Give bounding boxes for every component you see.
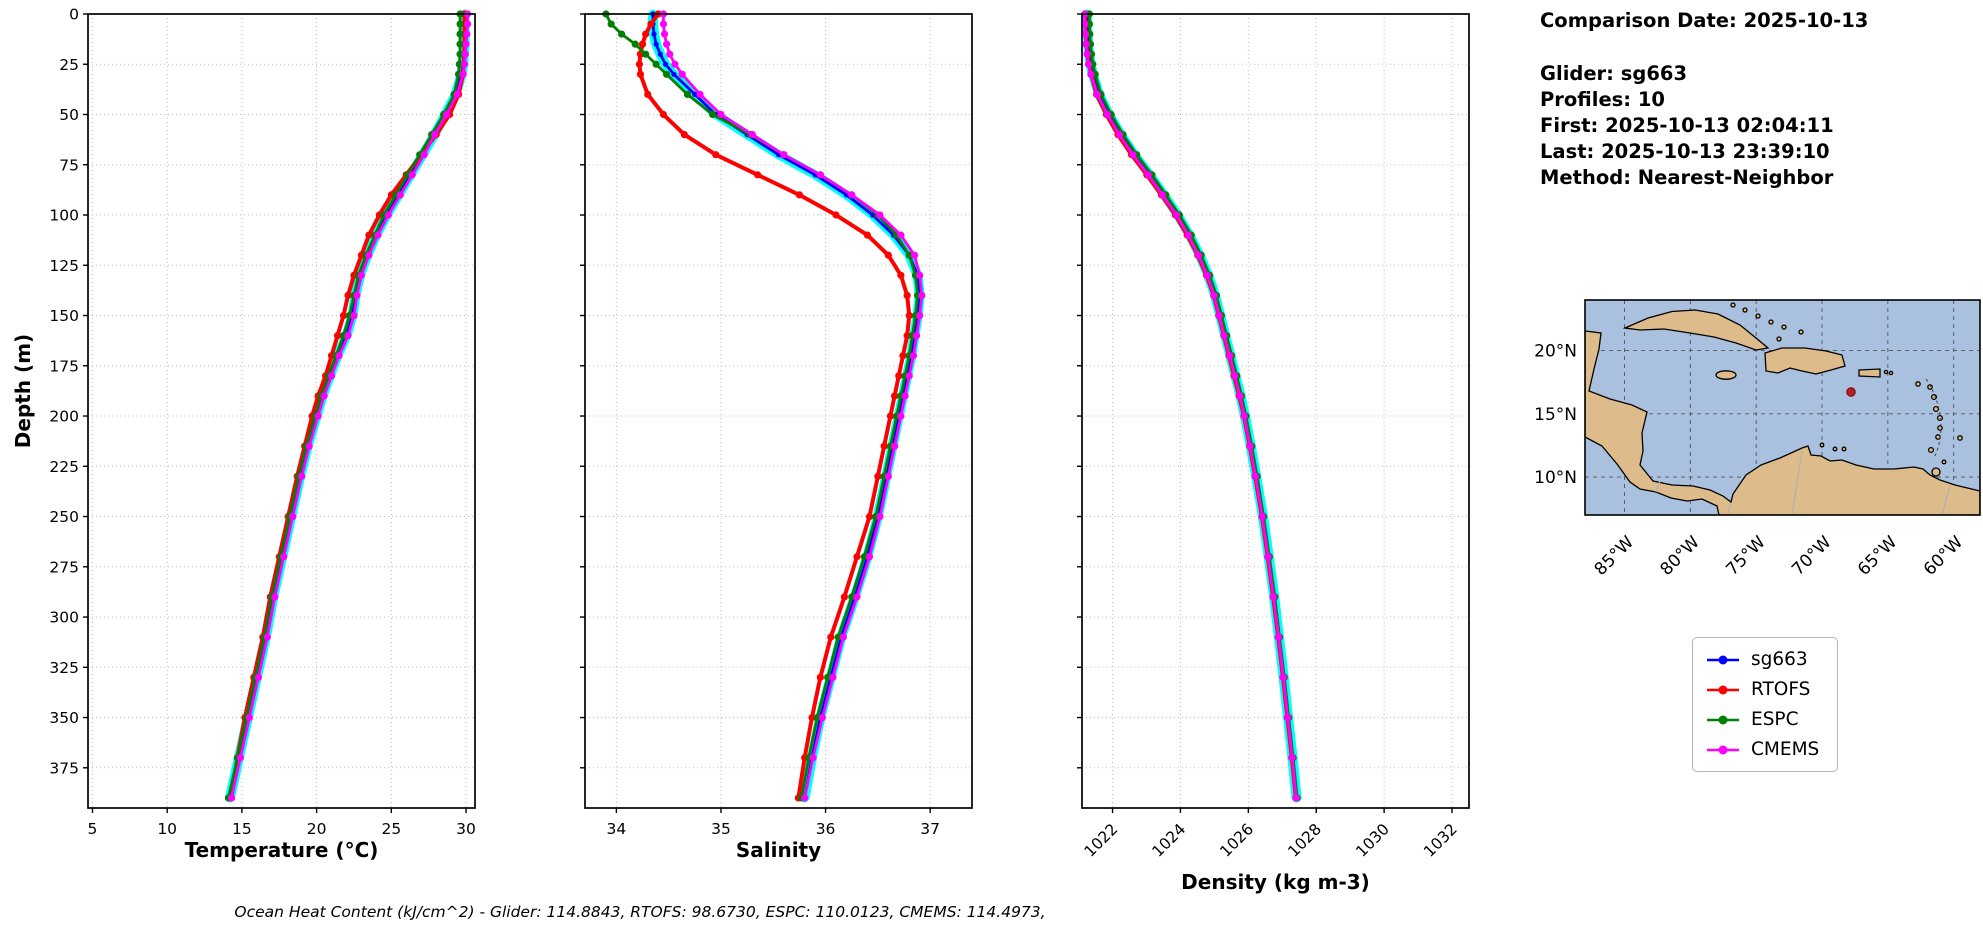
svg-text:1032: 1032	[1420, 820, 1461, 861]
legend-label: CMEMS	[1751, 739, 1820, 760]
svg-text:37: 37	[920, 820, 940, 838]
legend: sg663 RTOFS ESPC CMEMS	[1692, 637, 1839, 772]
map-land-jamaica	[1715, 370, 1737, 380]
legend-label: RTOFS	[1751, 679, 1811, 700]
svg-text:125: 125	[49, 257, 79, 275]
depth-axis-label: Depth (m)	[11, 333, 35, 449]
map-land	[1585, 302, 1980, 515]
salinity-profile-plot: 34 35 36 37	[580, 9, 973, 838]
map-land-cuba	[1622, 309, 1770, 351]
legend-marker	[1707, 685, 1739, 694]
temperature-axis-label: Temperature (°C)	[184, 838, 379, 862]
svg-text:1028: 1028	[1284, 820, 1325, 861]
map-lon-label: 65°W	[1854, 532, 1901, 579]
svg-text:250: 250	[49, 508, 79, 526]
legend-item-espc: ESPC	[1705, 709, 1819, 730]
salinity-axis-label: Salinity	[735, 838, 822, 862]
svg-text:25: 25	[381, 820, 401, 838]
map-islands	[1730, 302, 1963, 477]
map-land-central-south-america	[1585, 330, 1980, 515]
info-panel: Comparison Date: 2025-10-13 Glider: sg66…	[1540, 8, 1868, 191]
svg-text:1022: 1022	[1081, 820, 1122, 861]
svg-text:350: 350	[49, 709, 79, 727]
legend-marker	[1707, 745, 1739, 754]
svg-text:30: 30	[456, 820, 476, 838]
map-land-puerto-rico	[1858, 368, 1881, 378]
legend-item-cmems: CMEMS	[1705, 739, 1819, 760]
svg-text:50: 50	[59, 106, 79, 124]
svg-text:325: 325	[49, 659, 79, 677]
last-profile-time: Last: 2025-10-13 23:39:10	[1540, 140, 1830, 163]
svg-text:25: 25	[59, 56, 79, 74]
svg-text:20: 20	[307, 820, 327, 838]
legend-item-rtofs: RTOFS	[1705, 679, 1819, 700]
svg-text:225: 225	[49, 458, 79, 476]
density-profile-plot: 1022 1024 1026 1028 1030 1032	[1077, 9, 1470, 861]
svg-text:34: 34	[607, 820, 627, 838]
method: Method: Nearest-Neighbor	[1540, 166, 1834, 189]
svg-text:0: 0	[69, 6, 79, 24]
svg-text:300: 300	[49, 609, 79, 627]
map-borders	[1655, 378, 1951, 515]
legend-label: sg663	[1751, 649, 1808, 670]
svg-text:375: 375	[49, 759, 79, 777]
map-lon-label: 80°W	[1657, 532, 1704, 579]
svg-text:200: 200	[49, 408, 79, 426]
svg-text:1024: 1024	[1149, 820, 1190, 861]
svg-text:175: 175	[49, 357, 79, 375]
ocean-heat-content-note: Ocean Heat Content (kJ/cm^2) - Glider: 1…	[234, 903, 1046, 921]
svg-text:100: 100	[49, 207, 79, 225]
map-frame	[1584, 299, 1981, 516]
svg-text:275: 275	[49, 558, 79, 576]
glider-id: Glider: sg663	[1540, 62, 1688, 85]
svg-text:5: 5	[88, 820, 98, 838]
svg-text:35: 35	[711, 820, 731, 838]
density-axis-label: Density (kg m-3)	[1181, 870, 1370, 894]
svg-text:36: 36	[816, 820, 836, 838]
svg-text:15: 15	[232, 820, 252, 838]
svg-text:75: 75	[59, 156, 79, 174]
svg-text:10: 10	[157, 820, 177, 838]
svg-text:1030: 1030	[1352, 820, 1393, 861]
map-lon-label: 75°W	[1722, 532, 1769, 579]
map-lon-label: 70°W	[1788, 532, 1835, 579]
map-land-hispaniola	[1764, 347, 1846, 375]
first-profile-time: First: 2025-10-13 02:04:11	[1540, 114, 1834, 137]
map-lat-label: 10°N	[1534, 468, 1577, 488]
svg-text:1026: 1026	[1217, 820, 1258, 861]
legend-marker	[1707, 655, 1739, 664]
legend-item-sg663: sg663	[1705, 649, 1819, 670]
map-lon-label: 60°W	[1920, 532, 1967, 579]
profiles-count: Profiles: 10	[1540, 88, 1665, 111]
temperature-profile-plot: 5 10 15 20 25 3002550751001251501752002252502…	[49, 6, 476, 839]
legend-marker	[1707, 715, 1739, 724]
glider-location-marker	[1846, 387, 1856, 397]
svg-text:150: 150	[49, 307, 79, 325]
location-map: 20°N 15°N 10°N 85°W 80°W 75°W 70°W 65°W 60°W	[1534, 299, 1981, 580]
map-lon-label: 85°W	[1591, 532, 1638, 579]
map-lat-label: 15°N	[1534, 405, 1577, 425]
comparison-date: Comparison Date: 2025-10-13	[1540, 9, 1869, 32]
legend-label: ESPC	[1751, 709, 1799, 730]
map-lat-label: 20°N	[1534, 342, 1577, 362]
